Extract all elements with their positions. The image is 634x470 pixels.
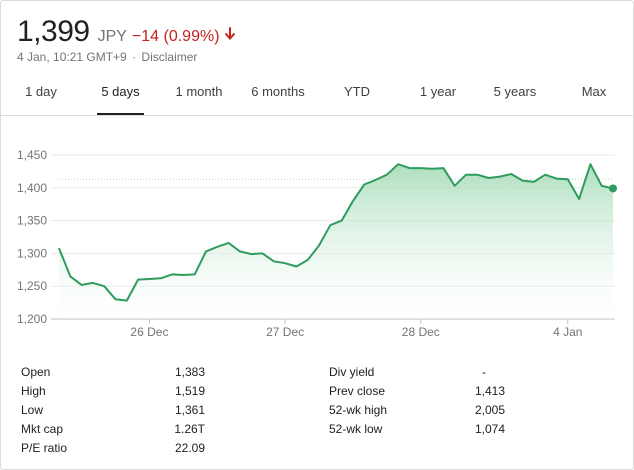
date-time: 4 Jan, 10:21 GMT+9: [17, 50, 127, 64]
arrow-down-icon: [224, 27, 235, 41]
stat-label: 52-wk low: [329, 422, 383, 436]
tab-1-month[interactable]: 1 month: [175, 84, 223, 99]
stat-row-open: Open 1,383: [21, 363, 211, 382]
x-tick-label: 28 Dec: [402, 325, 440, 339]
stat-label: 52-wk high: [329, 403, 388, 417]
stat-label: Mkt cap: [21, 422, 64, 436]
stat-row-div-yield: Div yield -: [329, 363, 521, 382]
stat-row-52wk-low: 52-wk low 1,074: [329, 420, 521, 439]
price-chart[interactable]: 1,450 1,400 1,350 1,300 1,250 1,200 26 Dec 27 D…: [1, 117, 633, 349]
tab-ytd[interactable]: YTD: [344, 84, 370, 99]
y-tick-label: 1,200: [17, 312, 47, 326]
tab-max[interactable]: Max: [581, 84, 607, 99]
disclaimer-link[interactable]: Disclaimer: [141, 50, 198, 64]
stat-row-pe-ratio: P/E ratio 22.09: [21, 439, 211, 458]
range-tabs: 1 day 5 days 1 month 6 months YTD 1 year…: [1, 73, 633, 117]
separator: ·: [132, 50, 137, 64]
quote-header: 1,399 JPY −14 (0.99%): [17, 15, 236, 49]
stat-row-prev-close: Prev close 1,413: [329, 382, 521, 401]
currency-code: JPY: [97, 28, 127, 45]
stat-value: 1,519: [174, 384, 205, 398]
stat-value: -: [482, 365, 486, 379]
stat-label: Prev close: [329, 384, 386, 398]
y-tick-label: 1,300: [17, 246, 47, 260]
y-tick-label: 1,350: [17, 214, 47, 228]
x-tick-label: 27 Dec: [266, 325, 304, 339]
tab-1-day[interactable]: 1 day: [25, 84, 57, 99]
current-price-point: [609, 184, 617, 193]
current-price: 1,399: [17, 15, 90, 48]
stat-label: Div yield: [329, 365, 375, 379]
stat-value: 1,413: [474, 384, 505, 398]
stat-label: Open: [21, 365, 51, 379]
price-change: −14 (0.99%): [131, 28, 220, 45]
stat-value: 1.26T: [174, 422, 205, 436]
tab-5-years[interactable]: 5 years: [493, 84, 537, 99]
price-area: [59, 164, 613, 319]
stat-label: P/E ratio: [21, 441, 68, 455]
x-tick-label: 4 Jan: [553, 325, 582, 339]
stat-label: Low: [21, 403, 44, 417]
stat-value: 1,361: [174, 403, 205, 417]
stat-value: 1,383: [174, 365, 205, 379]
y-tick-label: 1,400: [17, 181, 47, 195]
tab-1-year[interactable]: 1 year: [419, 84, 457, 99]
stat-value: 2,005: [474, 403, 505, 417]
tab-6-months[interactable]: 6 months: [251, 84, 305, 99]
stat-label: High: [21, 384, 46, 398]
price-line: [58, 163, 614, 302]
tabs-divider: [1, 115, 633, 116]
stat-row-high: High 1,519: [21, 382, 211, 401]
stat-value: 22.09: [174, 441, 205, 455]
selected-tab-indicator: [97, 113, 144, 116]
stat-value: 1,074: [474, 422, 505, 436]
y-tick-label: 1,250: [17, 279, 47, 293]
quote-timestamp: 4 Jan, 10:21 GMT+9 · Disclaimer: [17, 50, 197, 64]
tab-5-days[interactable]: 5 days: [101, 84, 140, 99]
x-tick-label: 26 Dec: [130, 325, 168, 339]
y-tick-label: 1,450: [17, 148, 47, 162]
stat-row-mkt-cap: Mkt cap 1.26T: [21, 420, 211, 439]
stat-row-low: Low 1,361: [21, 401, 211, 420]
stat-row-52wk-high: 52-wk high 2,005: [329, 401, 521, 420]
